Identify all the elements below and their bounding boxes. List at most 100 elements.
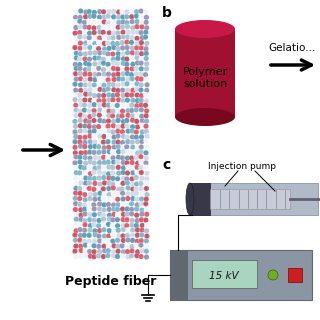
- Circle shape: [143, 150, 148, 156]
- Circle shape: [116, 109, 121, 114]
- Circle shape: [92, 83, 97, 88]
- Circle shape: [77, 19, 83, 24]
- Circle shape: [101, 102, 107, 108]
- Circle shape: [73, 244, 79, 249]
- Circle shape: [110, 102, 115, 108]
- Circle shape: [116, 118, 121, 123]
- Circle shape: [73, 113, 79, 118]
- Circle shape: [77, 108, 83, 114]
- Circle shape: [92, 181, 98, 186]
- Circle shape: [115, 88, 121, 93]
- Circle shape: [119, 243, 125, 249]
- Circle shape: [111, 228, 117, 234]
- Circle shape: [83, 118, 88, 124]
- Circle shape: [129, 19, 135, 24]
- Circle shape: [86, 119, 92, 124]
- Circle shape: [101, 238, 107, 244]
- Circle shape: [101, 254, 106, 259]
- Circle shape: [139, 24, 145, 30]
- Circle shape: [72, 30, 78, 36]
- Circle shape: [116, 144, 121, 149]
- Circle shape: [121, 119, 126, 124]
- Circle shape: [78, 144, 84, 149]
- Circle shape: [125, 128, 131, 134]
- Circle shape: [97, 206, 102, 212]
- Circle shape: [134, 170, 140, 175]
- Circle shape: [139, 51, 144, 56]
- Circle shape: [139, 134, 144, 140]
- Circle shape: [83, 40, 88, 46]
- Circle shape: [134, 92, 140, 98]
- Circle shape: [125, 88, 130, 93]
- Circle shape: [102, 108, 107, 114]
- Circle shape: [73, 237, 78, 243]
- Circle shape: [92, 243, 97, 249]
- Circle shape: [77, 45, 83, 51]
- Circle shape: [97, 249, 102, 254]
- Circle shape: [129, 92, 134, 98]
- Circle shape: [107, 82, 112, 87]
- Circle shape: [133, 187, 139, 192]
- Circle shape: [121, 160, 126, 165]
- Circle shape: [124, 66, 130, 72]
- Ellipse shape: [175, 20, 235, 38]
- Circle shape: [101, 57, 106, 62]
- Circle shape: [144, 249, 149, 254]
- Circle shape: [139, 40, 144, 45]
- Circle shape: [101, 9, 106, 14]
- Circle shape: [106, 233, 111, 239]
- Circle shape: [72, 139, 78, 144]
- Circle shape: [102, 14, 107, 20]
- Circle shape: [105, 86, 111, 92]
- Circle shape: [111, 119, 116, 124]
- Circle shape: [77, 159, 83, 165]
- Circle shape: [97, 211, 102, 217]
- Circle shape: [74, 36, 79, 41]
- Circle shape: [144, 212, 149, 217]
- Circle shape: [134, 41, 140, 46]
- Circle shape: [110, 176, 116, 181]
- Circle shape: [111, 159, 116, 165]
- Circle shape: [107, 180, 112, 186]
- Circle shape: [73, 19, 79, 25]
- Circle shape: [78, 180, 84, 186]
- Circle shape: [130, 145, 135, 150]
- Circle shape: [73, 93, 79, 98]
- Circle shape: [121, 176, 126, 181]
- Circle shape: [83, 88, 88, 93]
- Circle shape: [144, 88, 149, 93]
- Circle shape: [96, 98, 102, 104]
- Circle shape: [87, 124, 92, 129]
- Circle shape: [121, 227, 126, 232]
- Circle shape: [100, 30, 106, 35]
- Circle shape: [130, 61, 136, 67]
- Circle shape: [130, 187, 136, 192]
- Circle shape: [107, 196, 112, 202]
- Circle shape: [121, 170, 126, 175]
- Circle shape: [96, 46, 101, 52]
- Circle shape: [134, 135, 139, 140]
- Circle shape: [124, 212, 130, 217]
- Circle shape: [125, 185, 131, 191]
- Circle shape: [88, 144, 93, 149]
- Circle shape: [130, 140, 135, 145]
- Circle shape: [125, 155, 130, 161]
- Circle shape: [101, 216, 106, 222]
- Circle shape: [106, 175, 112, 181]
- Circle shape: [82, 253, 88, 259]
- Circle shape: [144, 133, 150, 139]
- Circle shape: [138, 154, 144, 159]
- Circle shape: [101, 83, 107, 88]
- Circle shape: [92, 77, 98, 82]
- Circle shape: [102, 233, 107, 239]
- Circle shape: [143, 72, 148, 77]
- Circle shape: [105, 40, 111, 46]
- Circle shape: [125, 254, 131, 260]
- Circle shape: [115, 237, 120, 243]
- Circle shape: [73, 181, 78, 186]
- Circle shape: [110, 41, 116, 46]
- Circle shape: [92, 218, 97, 223]
- Circle shape: [92, 254, 97, 260]
- Circle shape: [96, 55, 102, 61]
- Circle shape: [101, 165, 107, 170]
